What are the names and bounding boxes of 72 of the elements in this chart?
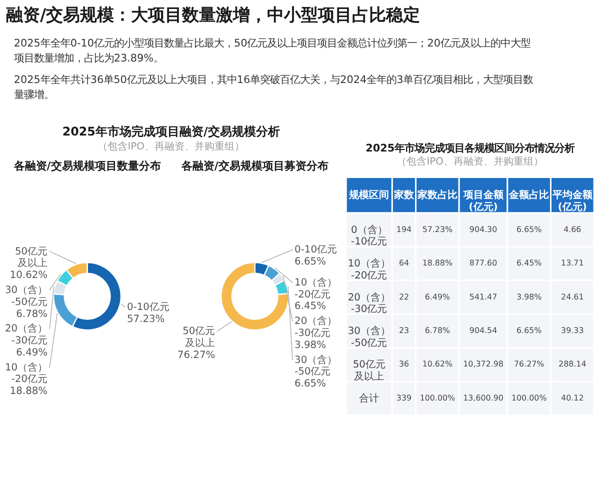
y-tick-label: 合计 — [359, 392, 380, 404]
data-label: 4.66 — [564, 224, 582, 234]
data-label: 877.60 — [469, 258, 498, 268]
data-label: 76.27% — [177, 350, 216, 362]
y-tick-label: 20（含）-30亿元 — [348, 291, 390, 316]
y-tick-label: 10（含）-20亿元 — [348, 258, 390, 282]
data-label: 24.61 — [561, 292, 584, 302]
data-label: 6.49% — [424, 292, 450, 302]
x-tick-label: 家数 — [392, 189, 415, 202]
chart-title: 2025年市场完成项目各规模区间分布情况分析 — [366, 142, 575, 154]
data-label: 36 — [398, 360, 410, 369]
data-label: 904.54 — [469, 326, 498, 335]
text: 2025年全年0-10亿元的小型项目数量占比最大，50亿元及以上项目项目金额总计位列第一；20亿元及以上的中大型项目数量增加，占比为23.89%。 — [14, 37, 530, 64]
x-tick-label: 金额占比 — [508, 189, 550, 202]
data-label: 40.12 — [561, 393, 584, 402]
data-label: 194 — [396, 224, 412, 234]
data-label: 6.65% — [516, 224, 542, 234]
data-label: 10.62% — [422, 360, 454, 369]
slice-label: 10（含）-20亿元 — [294, 276, 338, 300]
data-label: 6.78% — [16, 308, 48, 320]
chart-title: 各融资/交易规模项目募资分布 — [180, 159, 328, 172]
y-tick-label: 50亿元及以上 — [352, 360, 386, 383]
slice-label: 30（含）-50亿元 — [294, 354, 338, 378]
slice-label: 10（含）-20亿元 — [4, 361, 48, 386]
data-label: 100.00% — [420, 393, 456, 402]
data-label: 23 — [398, 326, 410, 335]
data-label: 57.23% — [126, 314, 165, 325]
data-label: 76.27% — [514, 360, 545, 369]
y-axis-title: 规模区间 — [348, 189, 390, 202]
data-label: 10,372.98 — [463, 360, 504, 369]
slice-label: 50亿元及以上 — [14, 246, 48, 270]
data-label: 6.65% — [294, 378, 326, 390]
data-label: 6.45% — [516, 258, 542, 268]
data-label: 541.47 — [469, 292, 498, 302]
data-label: 13.71 — [561, 258, 584, 268]
data-label: 904.30 — [469, 224, 498, 234]
donut-slice — [220, 262, 290, 331]
data-label: 100.00% — [511, 393, 548, 402]
text: 2025年市场完成项目融资/交易规模分析 — [62, 124, 280, 139]
y-tick-label: 0（含）-10亿元 — [350, 224, 388, 248]
data-label: 6.45% — [294, 301, 326, 312]
data-label: 339 — [396, 393, 412, 402]
chart-subtitle: （包含IPO、再融资、并购重组） — [396, 156, 544, 168]
data-label: 10.62% — [10, 270, 48, 282]
data-label: 64 — [398, 258, 410, 268]
slice-label: 20（含）-30亿元 — [4, 322, 48, 347]
data-label: 22 — [398, 292, 410, 302]
x-tick-label: 家数占比 — [416, 189, 458, 202]
text: 融资/交易规模：大项目数量激增，中小型项目占比稳定 — [6, 4, 420, 25]
data-label: 6.78% — [424, 326, 450, 335]
text: （包含IPO、再融资、并购重组） — [98, 140, 244, 153]
data-label: 57.23% — [422, 224, 454, 234]
slice-label: 50亿元及以上 — [182, 326, 216, 350]
data-label: 6.49% — [16, 347, 48, 358]
slice-label: 30（含）-50亿元 — [4, 284, 48, 308]
data-label: 13,600.90 — [463, 393, 504, 402]
text: 2025年全年共计36单50亿元及以上大项目，其中16单突破百亿大关，与2024全年的3单百亿项目相比，大型项目数量骤增。 — [14, 74, 534, 101]
slice-label: 0-10亿元 — [126, 302, 170, 313]
data-label: 18.88% — [10, 386, 48, 398]
data-label: 288.14 — [558, 360, 586, 369]
x-tick-label: 项目金额(亿元) — [462, 189, 504, 214]
x-tick-label: 平均金额(亿元) — [551, 189, 594, 214]
data-label: 3.98% — [516, 292, 542, 302]
slice-label: 0-10亿元 — [294, 244, 338, 256]
data-label: 3.98% — [294, 340, 326, 351]
data-label: 6.65% — [294, 256, 326, 268]
data-label: 18.88% — [422, 258, 454, 268]
data-label: 6.65% — [516, 326, 542, 335]
chart-title: 各融资/交易规模项目数量分布 — [12, 159, 161, 172]
slice-label: 20（含）-30亿元 — [294, 315, 338, 340]
y-tick-label: 30（含）-50亿元 — [348, 324, 390, 349]
data-label: 39.33 — [561, 326, 584, 335]
